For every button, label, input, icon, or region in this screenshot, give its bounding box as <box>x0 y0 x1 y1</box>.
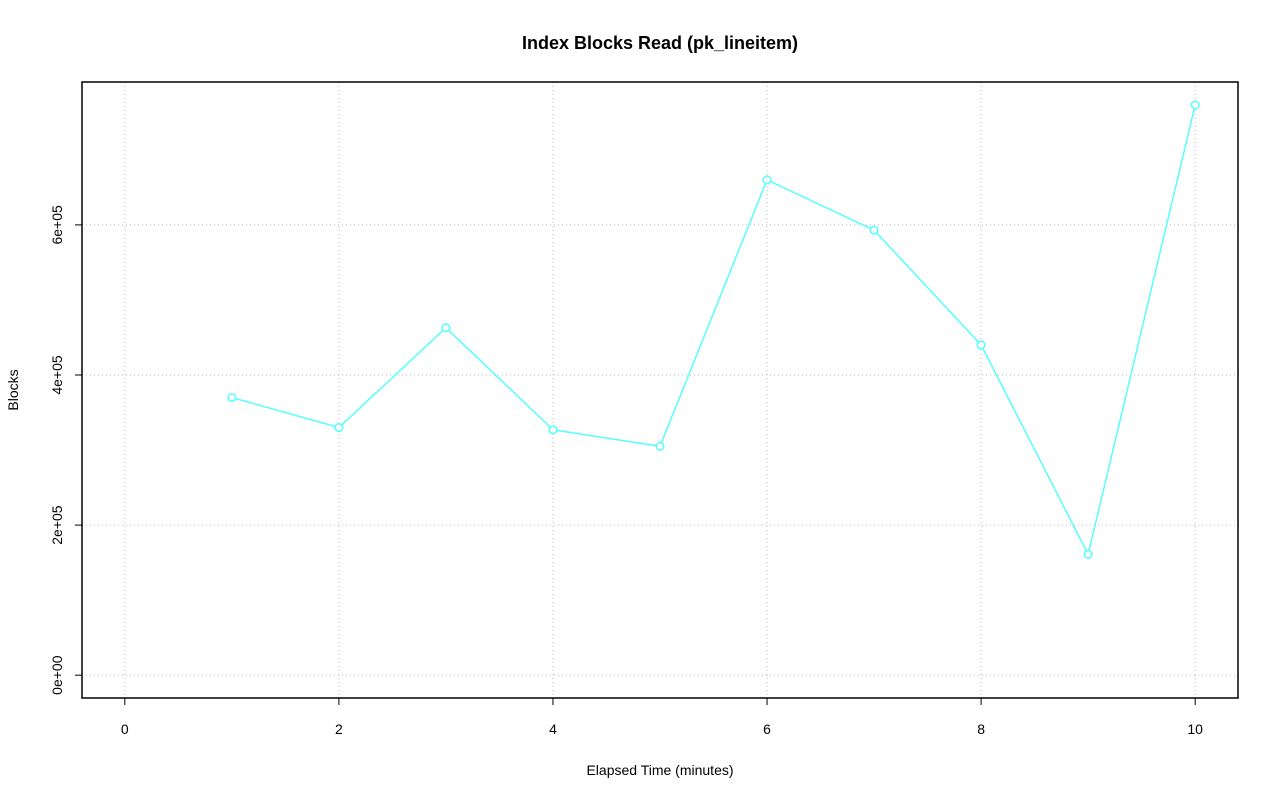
x-tick-label: 6 <box>763 721 771 737</box>
data-point <box>548 425 558 435</box>
x-axis-label: Elapsed Time (minutes) <box>586 762 733 778</box>
y-axis-label: Blocks <box>5 369 21 410</box>
y-tick-label: 6e+05 <box>49 205 65 245</box>
x-tick-label: 0 <box>121 721 129 737</box>
data-point <box>869 225 879 235</box>
data-point <box>762 175 772 185</box>
y-tick-label: 0e+00 <box>49 655 65 695</box>
chart-title: Index Blocks Read (pk_lineitem) <box>522 33 798 53</box>
data-point <box>441 323 451 333</box>
y-tick-label: 4e+05 <box>49 355 65 395</box>
data-point <box>1190 100 1200 110</box>
data-point <box>976 340 986 350</box>
data-line <box>231 104 1196 557</box>
data-point <box>227 392 237 403</box>
x-tick-label: 2 <box>335 721 343 737</box>
x-tick-label: 8 <box>977 721 985 737</box>
plot-frame <box>81 81 1239 699</box>
y-tick-label: 2e+05 <box>49 505 65 545</box>
data-point <box>655 441 665 451</box>
data-point <box>334 422 344 433</box>
x-tick-label: 4 <box>549 721 557 737</box>
x-tick-label: 10 <box>1187 721 1203 737</box>
data-point <box>1083 549 1093 559</box>
